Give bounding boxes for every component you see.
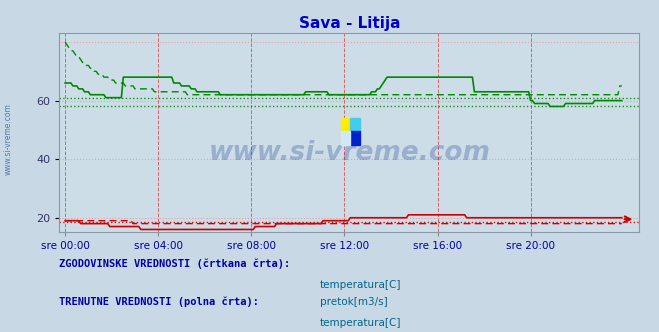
Title: Sava - Litija: Sava - Litija [299,16,400,31]
Text: pretok[m3/s]: pretok[m3/s] [320,297,387,307]
Text: TRENUTNE VREDNOSTI (polna črta):: TRENUTNE VREDNOSTI (polna črta): [59,297,259,307]
Text: temperatura[C]: temperatura[C] [320,318,401,328]
Bar [350,131,360,144]
Text: ZGODOVINSKE VREDNOSTI (črtkana črta):: ZGODOVINSKE VREDNOSTI (črtkana črta): [59,259,291,269]
Text: temperatura[C]: temperatura[C] [320,280,401,290]
Text: www.si-vreme.com: www.si-vreme.com [3,104,13,175]
Text: www.si-vreme.com: www.si-vreme.com [208,140,490,166]
Bar [341,118,350,131]
Bar [341,131,350,144]
Bar [350,118,360,131]
